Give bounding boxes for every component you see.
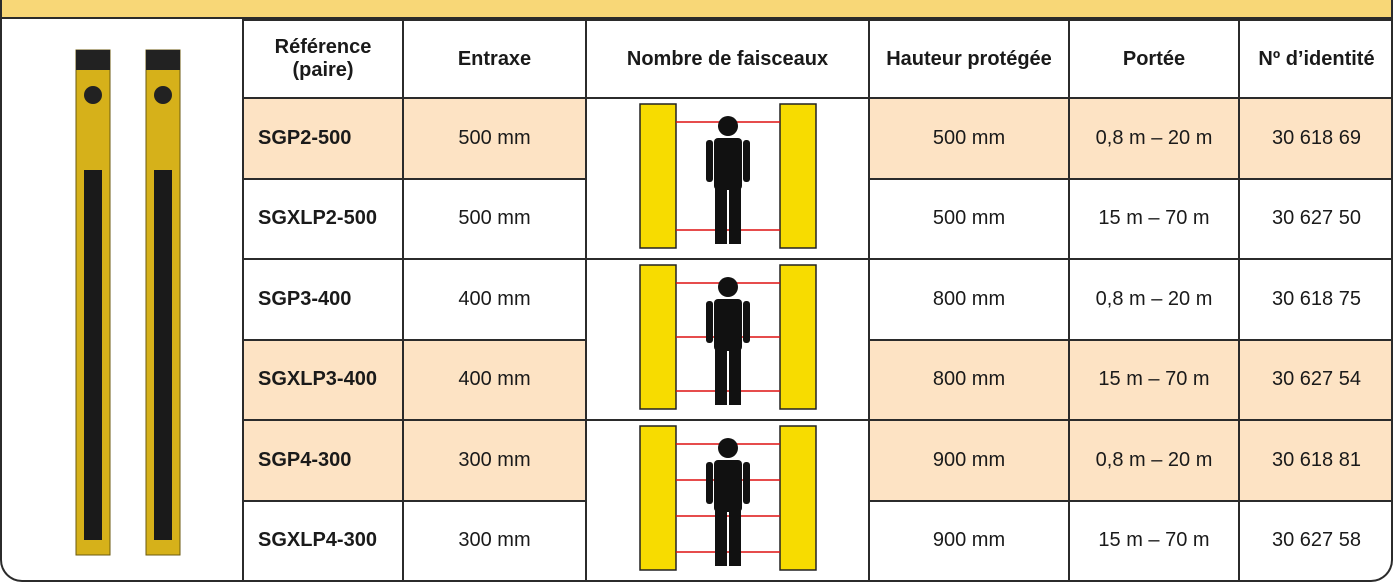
table-row: SGXLP2-500 500 mm 500 mm 15 m – 70 m 30 627 … [242,177,1391,260]
table-row: SGXLP4-300 300 mm 900 mm 15 m – 70 m 30 627 … [242,499,1391,580]
beam-diagram [638,102,817,249]
id-cell: 30 627 50 [1238,177,1391,260]
id-cell: 30 618 69 [1238,97,1391,180]
range-cell: 15 m – 70 m [1068,338,1240,421]
column-header: Hauteur protégée [868,19,1070,99]
height-cell: 500 mm [868,177,1070,260]
header-row: Référence (paire) Entraxe Nombre de faisce… [242,19,1391,99]
entraxe-cell: 400 mm [402,258,587,341]
reference-cell: SGP2-500 [242,97,404,180]
height-cell: 800 mm [868,338,1070,421]
figure-cell [585,419,870,580]
reference-cell: SGP3-400 [242,258,404,341]
id-cell: 30 618 81 [1238,419,1391,502]
figure-cell [585,258,870,421]
height-cell: 900 mm [868,419,1070,502]
range-cell: 0,8 m – 20 m [1068,419,1240,502]
column-header: Entraxe [402,19,587,99]
product-photo [75,49,181,556]
reference-cell: SGXLP4-300 [242,499,404,580]
entraxe-cell: 400 mm [402,338,587,421]
column-header: Nombre de faisceaux [585,19,870,99]
reference-cell: SGP4-300 [242,419,404,502]
table-row: SGP4-300 300 mm 900 mm 0,8 m – 20 m 30 618 … [242,419,1391,580]
column-header: Portée [1068,19,1240,99]
id-cell: 30 627 58 [1238,499,1391,580]
range-cell: 0,8 m – 20 m [1068,258,1240,341]
entraxe-cell: 500 mm [402,177,587,260]
entraxe-cell: 300 mm [402,499,587,580]
entraxe-cell: 300 mm [402,419,587,502]
column-header: Référence (paire) [242,19,404,99]
figure-cell [585,97,870,260]
range-cell: 15 m – 70 m [1068,177,1240,260]
beam-diagram [638,263,817,410]
height-cell: 800 mm [868,258,1070,341]
column-header: Nº d’identité [1238,19,1391,99]
product-table: Référence (paire) Entraxe Nombre de faisce… [242,19,1391,580]
beam-diagram [638,424,817,571]
height-cell: 900 mm [868,499,1070,580]
table-row: SGP2-500 500 mm 500 mm 0,8 m – 20 m 30 618 … [242,97,1391,260]
header-strip [2,0,1391,19]
range-cell: 15 m – 70 m [1068,499,1240,580]
range-cell: 0,8 m – 20 m [1068,97,1240,180]
table-row: SGP3-400 400 mm 800 mm 0,8 m – 20 m 30 618 … [242,258,1391,421]
id-cell: 30 627 54 [1238,338,1391,421]
table-row: SGXLP3-400 400 mm 800 mm 15 m – 70 m 30 627 … [242,338,1391,421]
id-cell: 30 618 75 [1238,258,1391,341]
height-cell: 500 mm [868,97,1070,180]
reference-cell: SGXLP3-400 [242,338,404,421]
entraxe-cell: 500 mm [402,97,587,180]
reference-cell: SGXLP2-500 [242,177,404,260]
